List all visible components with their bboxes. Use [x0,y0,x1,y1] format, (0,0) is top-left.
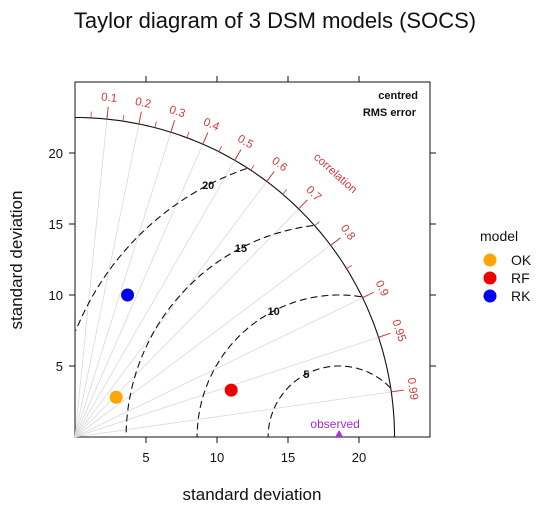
correlation-minor-tick [346,265,353,270]
correlation-tick [266,171,275,182]
correlation-tick-label: 0.9 [373,279,391,299]
observed-triangle [335,430,344,437]
correlation-radial-line [74,297,363,438]
correlation-tick-label: 0.5 [235,133,255,151]
rms-contours: 5 10 15 20 [75,167,391,438]
legend-label-rf: RF [511,270,530,286]
correlation-radial-line [74,144,204,438]
x-tick-label: 15 [281,450,295,465]
legend: model OK RF RK [480,228,532,304]
legend-marker-rk [483,289,497,303]
correlation-tick-label: 0.99 [405,377,420,401]
y-axis-title: standard deviation [7,191,26,330]
observed-label: observed [310,417,359,431]
correlation-tick [391,389,404,393]
rms-contour-label: 5 [303,369,309,381]
correlation-tick-label: 0.95 [389,318,407,343]
rms-contour-label: 15 [235,243,247,255]
legend-label-ok: OK [511,252,532,268]
correlation-minor-tick [314,221,320,226]
correlation-minor-tick [154,121,157,128]
rms-note-line2: RMS error [363,107,417,119]
rms-contour-label: 20 [202,180,214,192]
correlation-minor-tick [282,189,288,195]
x-axis-title: standard deviation [183,485,322,504]
chart-title: Taylor diagram of 3 DSM models (SOCS) [74,8,476,33]
correlation-minor-tick [250,164,255,171]
correlation-radial-line [74,123,140,438]
max-sd-arc [75,116,396,437]
correlation-tick [138,111,142,125]
legend-title: model [480,228,518,244]
axes: 5 10 15 20 5 10 15 20 [49,76,436,465]
rms-contour-20 [75,167,247,331]
observed-marker: observed [310,417,360,437]
correlation-minor-tick [218,145,222,152]
correlation-radial-line [74,181,268,438]
x-tick-label: 20 [352,450,366,465]
max-sd-arc-line [75,116,396,437]
rms-contour-10 [196,294,362,437]
correlation-radial-line [74,119,108,438]
correlation-tick [106,106,109,120]
model-points [109,288,238,404]
correlation-radial-line [74,391,392,438]
y-tick-label: 5 [56,359,63,374]
correlation-tick-label: 0.4 [201,116,221,134]
rms-note-line1: centred [378,90,418,102]
legend-marker-rf [483,271,497,285]
correlation-minor-tick [122,114,125,122]
correlation-tick [378,332,391,338]
rms-contour-15 [125,225,314,438]
correlation-minor-tick [186,131,190,138]
correlation-tick [362,291,375,299]
legend-label-rk: RK [511,288,531,304]
legend-marker-ok [483,253,497,267]
correlation-tick-label: 0.8 [338,223,357,243]
plot-frame [74,81,431,438]
correlation-tick [298,199,308,210]
correlation-tick-label: 0.2 [134,96,152,111]
correlation-tick [330,237,341,246]
correlation-tick-label: 0.6 [269,155,289,174]
correlation-radial-line [74,160,236,438]
correlation-radial-line [74,132,172,438]
point-rk [121,288,135,302]
rms-contour-5 [267,365,391,437]
point-rf [224,383,238,397]
rms-contour-label: 10 [267,306,279,318]
correlation-tick [202,132,209,145]
x-tick-label: 5 [142,450,149,465]
y-tick-label: 10 [49,288,63,303]
correlation-ticks: 0.1 0.20.30.40.50.60.70.80.90.950.99 [90,91,420,401]
y-tick-label: 20 [49,146,63,161]
correlation-radial-line [74,244,331,438]
y-tick-label: 15 [49,217,63,232]
correlation-tick [234,149,242,161]
correlation-tick-label: 0.3 [168,104,187,120]
point-ok [109,390,123,404]
correlation-tick-label: 0.1 [101,91,118,105]
x-tick-label: 10 [210,450,224,465]
correlation-tick [170,120,176,133]
